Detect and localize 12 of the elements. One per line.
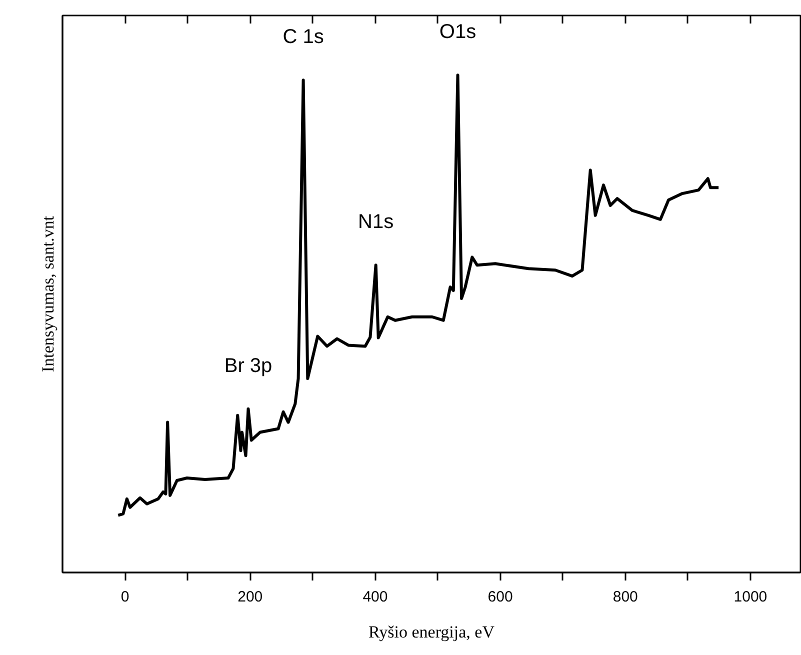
x-tick-label: 600 (488, 588, 513, 606)
x-axis-title: Ryšio energija, eV (368, 622, 496, 642)
annotation: Br 3p (224, 354, 272, 377)
annotation: O1s (439, 21, 476, 44)
y-axis-title: Intensyvumas, sant.vnt (38, 216, 58, 372)
x-tick-label: 400 (362, 588, 388, 606)
annotation: C 1s (282, 26, 324, 48)
x-tick-label: 1000 (734, 588, 768, 606)
annotation: N1s (358, 211, 394, 234)
x-tick-label: 200 (238, 588, 263, 606)
x-tick-label: 800 (612, 588, 638, 606)
x-tick-label: 0 (120, 588, 130, 606)
